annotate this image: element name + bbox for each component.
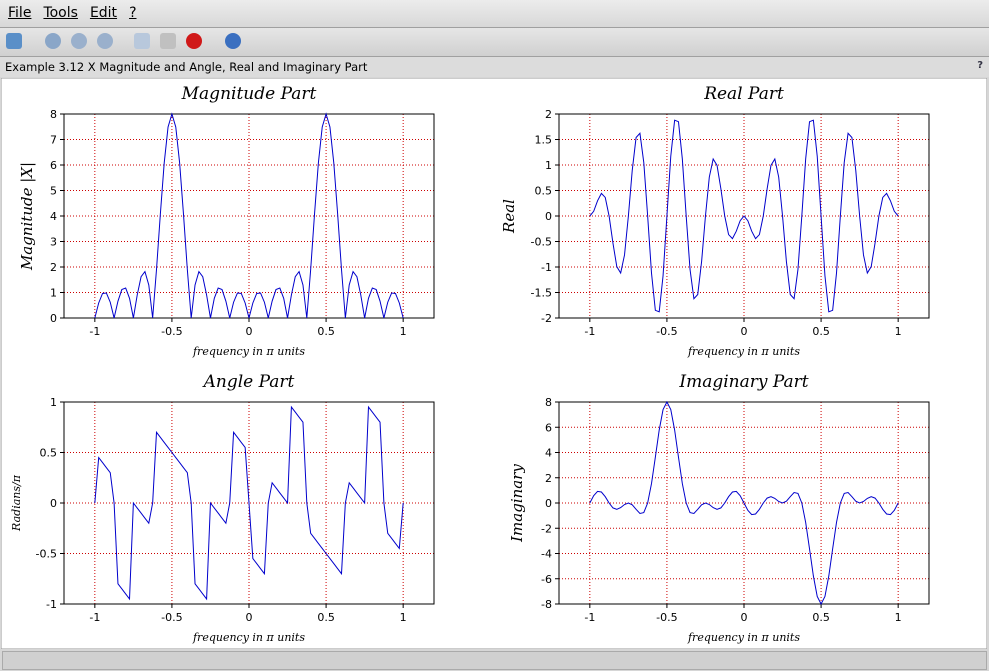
x-tick-label: -0.5 (161, 325, 182, 338)
x-tick-label: 0.5 (317, 325, 335, 338)
chart-title: Imaginary Part (678, 372, 808, 392)
y-tick-label: 4 (545, 447, 552, 460)
x-tick-label: -1 (89, 325, 100, 338)
tool-icon[interactable] (134, 33, 150, 49)
menu-bar: File Tools Edit? (0, 0, 989, 28)
canvas (1, 78, 987, 649)
y-tick-label: 1 (545, 159, 552, 172)
menu-edit[interactable]: Edit (89, 5, 118, 21)
y-tick-label: 0 (545, 497, 552, 510)
figure-title-bar: Example 3.12 X Magnitude and Angle, Real… (0, 57, 989, 77)
y-tick-label: 0 (50, 497, 57, 510)
y-tick-label: 6 (545, 421, 552, 434)
data-line (94, 112, 404, 319)
y-axis-label: Imaginary (508, 464, 526, 543)
x-tick-label: 0 (246, 325, 253, 338)
data-line (589, 119, 899, 313)
y-tick-label: 0.5 (535, 185, 553, 198)
x-tick-label: 1 (400, 325, 407, 338)
x-axis-label: frequency in π units (192, 631, 305, 644)
x-tick-label: -0.5 (161, 611, 182, 624)
y-tick-label: -1 (46, 598, 57, 611)
x-tick-label: 1 (895, 611, 902, 624)
y-tick-label: 6 (50, 159, 57, 172)
tool-icon[interactable] (160, 33, 176, 49)
y-tick-label: 1.5 (535, 134, 553, 147)
y-tick-label: -2 (541, 312, 552, 325)
axes-box (558, 401, 930, 605)
x-tick-label: 0 (741, 325, 748, 338)
chart-title: Angle Part (202, 372, 295, 392)
tool-icon[interactable] (45, 33, 61, 49)
axes-box (63, 401, 435, 605)
x-tick-label: 0 (741, 611, 748, 624)
tool-icon[interactable] (186, 33, 202, 49)
menu-tools[interactable]: Tools (43, 5, 78, 21)
x-tick-label: 0.5 (812, 611, 830, 624)
x-tick-label: 1 (400, 611, 407, 624)
y-tick-label: 2 (545, 108, 552, 121)
y-tick-label: 1 (50, 287, 57, 300)
data-line (94, 405, 404, 601)
y-tick-label: 0 (50, 312, 57, 325)
y-tick-label: 1 (50, 396, 57, 409)
y-axis-label: Radians/π (10, 474, 23, 532)
y-tick-label: 2 (50, 261, 57, 274)
x-axis-label: frequency in π units (687, 345, 800, 358)
y-tick-label: -1.5 (531, 287, 552, 300)
y-tick-label: -0.5 (531, 236, 552, 249)
x-tick-label: 0 (246, 611, 253, 624)
y-tick-label: 0 (545, 210, 552, 223)
y-tick-label: -1 (541, 261, 552, 274)
menu-help[interactable]: ? (129, 5, 137, 21)
x-tick-label: -1 (584, 611, 595, 624)
x-axis-label: frequency in π units (687, 631, 800, 644)
data-line (589, 400, 899, 606)
y-tick-label: -4 (541, 548, 552, 561)
status-bar (2, 651, 987, 670)
x-tick-label: 0.5 (812, 325, 830, 338)
y-tick-label: 8 (545, 396, 552, 409)
y-tick-label: -2 (541, 522, 552, 535)
tool-icon[interactable] (97, 33, 113, 49)
plot-area: Magnitude Part frequency in π units Magnit… (1, 78, 987, 649)
y-tick-label: 8 (50, 108, 57, 121)
y-tick-label: 7 (50, 134, 57, 147)
y-tick-label: 2 (545, 472, 552, 485)
y-tick-label: 5 (50, 185, 57, 198)
x-tick-label: 1 (895, 325, 902, 338)
y-tick-label: -6 (541, 573, 552, 586)
x-axis-label: frequency in π units (192, 345, 305, 358)
x-tick-label: -1 (89, 611, 100, 624)
toolbar (0, 28, 989, 57)
y-tick-label: 0.5 (40, 447, 58, 460)
tool-icon[interactable] (71, 33, 87, 49)
tool-icon[interactable] (225, 33, 241, 49)
y-tick-label: 3 (50, 236, 57, 249)
figure-title: Example 3.12 X Magnitude and Angle, Real… (5, 60, 368, 74)
menu-file[interactable]: File (8, 5, 32, 21)
y-tick-label: -8 (541, 598, 552, 611)
axes-box (558, 113, 930, 319)
y-axis-label: Magnitude |X| (18, 162, 36, 271)
x-tick-label: -0.5 (656, 325, 677, 338)
x-tick-label: -1 (584, 325, 595, 338)
chart-title: Real Part (703, 84, 784, 104)
y-tick-label: 4 (50, 210, 57, 223)
chart-title: Magnitude Part (181, 84, 317, 104)
x-tick-label: -0.5 (656, 611, 677, 624)
help-button[interactable]: ? (977, 60, 983, 71)
x-tick-label: 0.5 (317, 611, 335, 624)
y-tick-label: -0.5 (36, 548, 57, 561)
tool-icon[interactable] (6, 33, 22, 49)
y-axis-label: Real (500, 199, 518, 234)
